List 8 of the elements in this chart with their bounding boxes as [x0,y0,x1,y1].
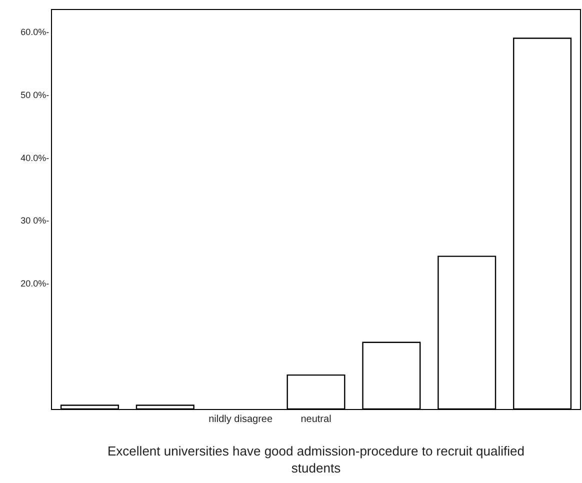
y-tick-label: 40.0%- [20,152,50,163]
x-tick-label: neutral [300,414,332,425]
y-tick-label: 20.0%- [20,278,50,288]
y-tick-label: 50 0%- [20,90,50,100]
y-tick-label: 60.0%- [20,27,50,38]
y-tick-label: 30 0%- [20,216,50,226]
x-axis-title: Excellent universities have good admission-procedure to recruit qualified students [108,444,524,476]
x-tick-label: nildly disagree [208,414,273,425]
